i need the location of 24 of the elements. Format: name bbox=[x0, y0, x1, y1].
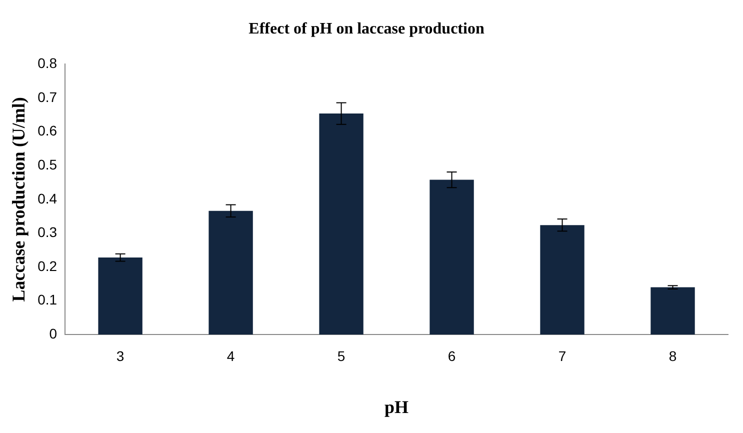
bar bbox=[540, 225, 584, 335]
y-tick-label: 0.4 bbox=[38, 190, 58, 206]
bar bbox=[430, 180, 474, 335]
x-tick-label: 6 bbox=[448, 348, 456, 364]
bar bbox=[98, 258, 142, 335]
bar bbox=[208, 210, 253, 335]
y-tick-label: 0.2 bbox=[38, 258, 58, 274]
bar bbox=[650, 287, 695, 335]
y-tick-label: 0.1 bbox=[38, 292, 58, 308]
x-axis-title: pH bbox=[384, 396, 409, 417]
x-tick-label: 8 bbox=[668, 348, 677, 364]
chart-title: Effect of pH on laccase production bbox=[248, 20, 484, 38]
y-tick-label: 0.3 bbox=[38, 224, 58, 240]
x-tick-label: 5 bbox=[337, 348, 346, 364]
y-tick-label: 0.8 bbox=[38, 55, 58, 72]
x-tick-label: 4 bbox=[226, 348, 235, 364]
y-axis-title: Laccase production (U/ml) bbox=[8, 97, 28, 302]
y-tick-label: 0 bbox=[49, 325, 58, 342]
x-tick-label: 3 bbox=[116, 348, 124, 364]
bar bbox=[319, 114, 364, 335]
x-tick-label: 7 bbox=[558, 348, 566, 364]
y-tick-label: 0.5 bbox=[38, 156, 58, 172]
y-tick-label: 0.7 bbox=[38, 88, 58, 105]
y-tick-label: 0.6 bbox=[38, 122, 58, 139]
